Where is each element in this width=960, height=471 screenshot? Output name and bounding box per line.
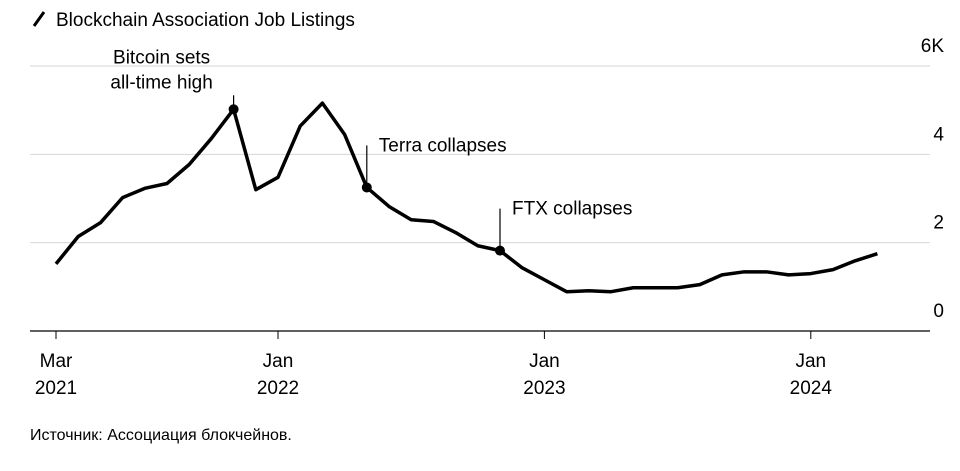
annotation-text: FTX collapses [512,199,632,220]
annotation-point [228,104,239,115]
x-tick-label: 2024 [790,378,833,399]
y-tick-label: 2 [933,213,944,234]
data-line [54,101,878,294]
x-tick-label: 2023 [523,378,565,399]
y-tick-label: 0 [933,301,944,322]
annotation-text: all-time high [110,72,212,93]
x-tick-label: Jan [263,351,294,372]
annotation-point [361,182,372,193]
legend-icon [32,11,46,27]
x-tick-label: Mar [40,351,73,372]
x-tick-label: 2022 [257,378,299,399]
x-tick-label: 2021 [35,378,77,399]
annotation-text: Terra collapses [379,135,507,156]
annotation-text: Bitcoin sets [113,47,210,68]
y-tick-label: 4 [933,124,944,145]
source: Источник: Ассоциация блокчейнов. [30,427,292,444]
x-tick-label: Jan [795,351,826,372]
annotation-point [495,245,505,256]
chart-title: Blockchain Association Job Listings [56,10,355,31]
y-tick-label: 6K [921,36,945,57]
x-tick-label: Jan [529,351,560,372]
